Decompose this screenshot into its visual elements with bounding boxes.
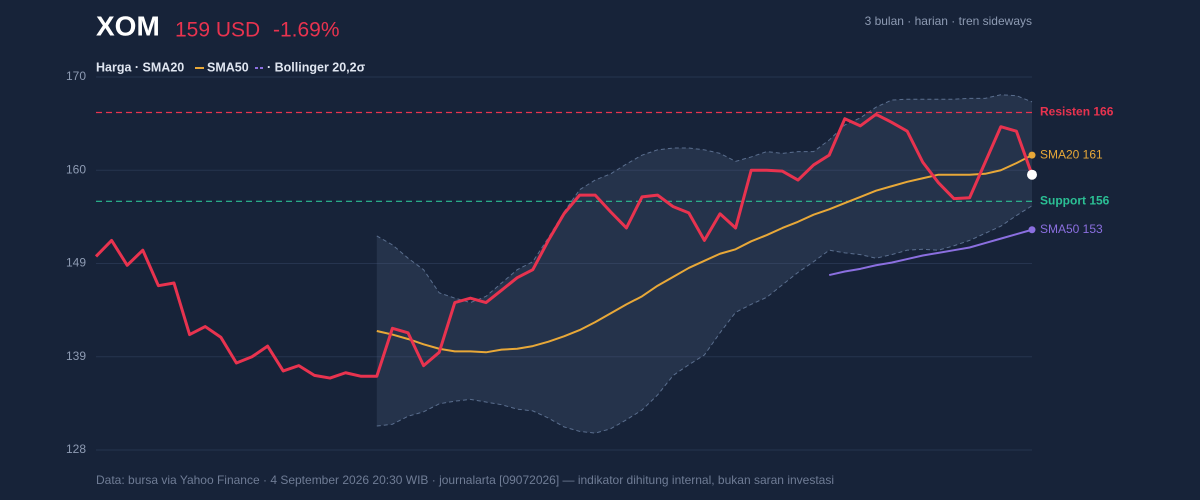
ticker: XOM <box>96 10 160 41</box>
end-dot <box>1028 151 1036 159</box>
series-line <box>94 112 1034 380</box>
y-tick-label: 139 <box>66 349 86 363</box>
end-dot <box>1028 226 1036 234</box>
end-label: SMA50 153 <box>1040 222 1103 236</box>
band-upper <box>376 94 1033 304</box>
series-line <box>828 228 1033 277</box>
change: -1.69% <box>273 19 340 42</box>
y-tick-label: 170 <box>66 69 86 83</box>
bollinger-band <box>376 94 1032 434</box>
y-tick-label: 128 <box>66 442 86 456</box>
y-tick-label: 149 <box>66 256 86 270</box>
series-line <box>376 154 1033 354</box>
source: Data: bursa via Yahoo Finance · 4 Septem… <box>96 473 834 487</box>
last-price-dot <box>1027 169 1037 180</box>
level-label: Support 156 <box>1040 194 1110 208</box>
legend-text: SMA50 <box>207 60 249 74</box>
legend-text: · Bollinger 20,2σ <box>267 60 366 74</box>
price: 159 USD <box>175 19 260 42</box>
legend-text: Harga · SMA20 <box>96 60 184 74</box>
subtitle: 3 bulan · harian · tren sideways <box>865 14 1032 28</box>
level-label: Resisten 166 <box>1040 105 1114 119</box>
y-tick-label: 160 <box>66 162 86 176</box>
band-lower <box>376 205 1033 434</box>
end-label: SMA20 161 <box>1040 147 1103 161</box>
